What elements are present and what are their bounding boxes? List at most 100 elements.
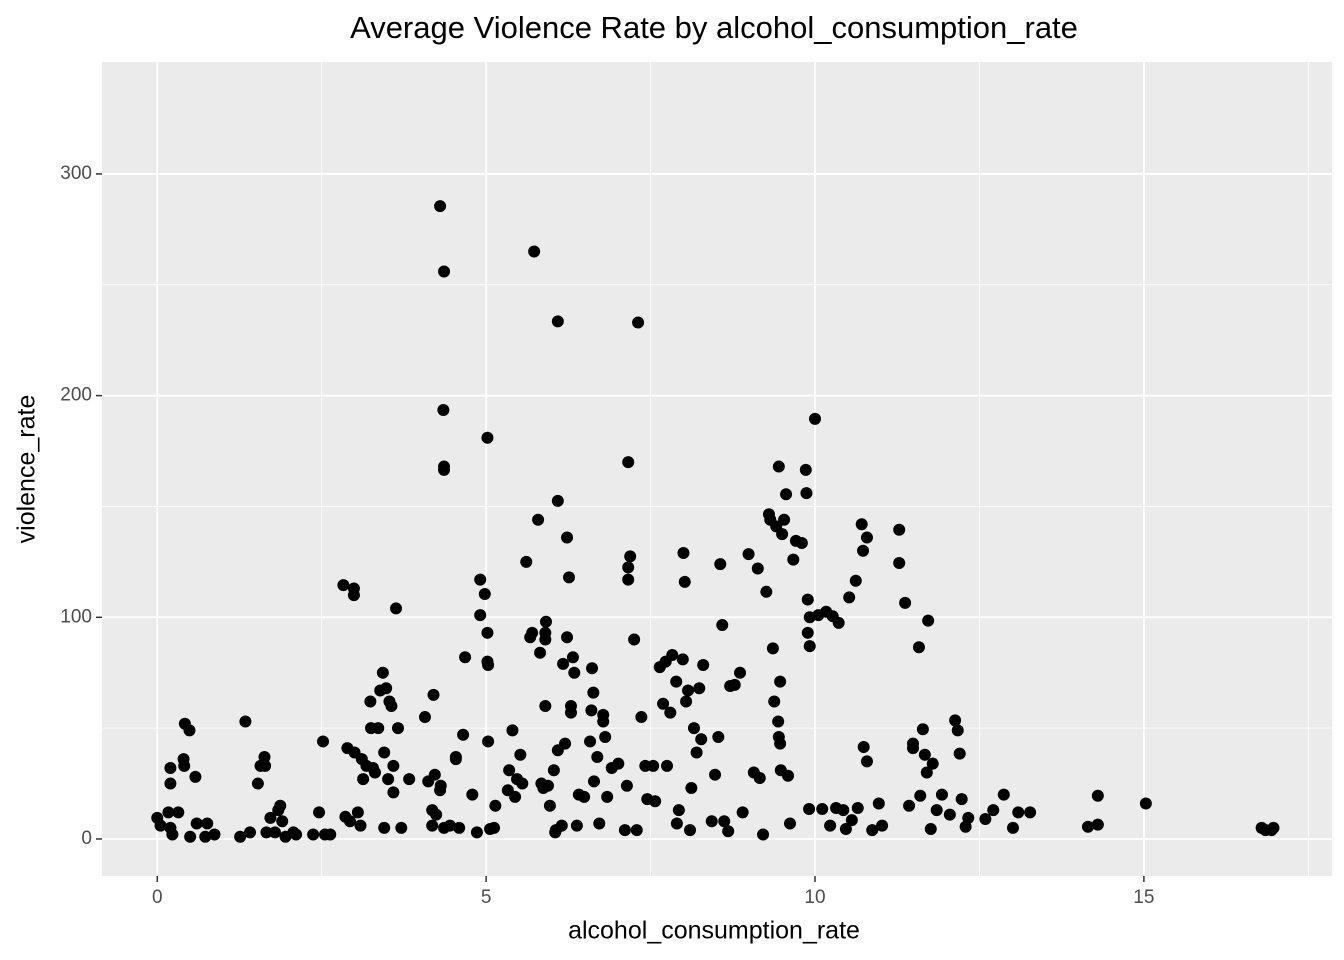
point xyxy=(184,830,197,843)
point xyxy=(564,699,577,712)
point xyxy=(357,773,370,786)
point xyxy=(782,769,795,782)
point xyxy=(666,648,679,661)
point xyxy=(489,799,502,812)
point xyxy=(987,804,1000,817)
point xyxy=(855,518,868,531)
point xyxy=(347,589,360,602)
point xyxy=(172,806,185,819)
point xyxy=(734,666,747,679)
point xyxy=(816,803,829,816)
point xyxy=(183,724,196,737)
point xyxy=(903,799,916,812)
point xyxy=(912,641,925,654)
point xyxy=(893,556,906,569)
x-tick-label: 15 xyxy=(1133,887,1154,908)
point xyxy=(520,555,533,568)
point xyxy=(757,828,770,841)
point xyxy=(385,699,398,712)
point xyxy=(166,828,179,841)
point xyxy=(676,653,689,666)
point xyxy=(506,724,519,737)
point xyxy=(578,790,591,803)
point xyxy=(728,678,741,691)
point xyxy=(438,265,451,278)
point xyxy=(801,593,814,606)
point xyxy=(776,528,789,541)
point xyxy=(368,766,381,779)
point xyxy=(259,759,272,772)
x-axis-label: alcohol_consumption_rate xyxy=(568,917,860,945)
point xyxy=(317,735,330,748)
point xyxy=(1091,818,1104,831)
point xyxy=(239,715,252,728)
point xyxy=(482,658,495,671)
point xyxy=(839,823,852,836)
y-tick-label: 0 xyxy=(81,828,92,849)
point xyxy=(866,824,879,837)
point xyxy=(778,513,791,526)
point xyxy=(697,658,710,671)
point xyxy=(337,579,350,592)
point xyxy=(930,804,943,817)
point xyxy=(258,750,271,763)
point xyxy=(876,819,889,832)
point xyxy=(593,817,606,830)
point xyxy=(378,821,391,834)
point xyxy=(1006,821,1019,834)
point xyxy=(672,804,685,817)
point xyxy=(751,562,764,575)
point xyxy=(387,759,400,772)
y-tick-label: 300 xyxy=(60,163,92,184)
point xyxy=(307,828,320,841)
point xyxy=(951,724,964,737)
point xyxy=(189,770,202,783)
point xyxy=(678,575,691,588)
point xyxy=(695,733,708,746)
point xyxy=(774,675,787,688)
point xyxy=(551,494,564,507)
point xyxy=(591,750,604,763)
x-tick-label: 10 xyxy=(804,887,825,908)
point xyxy=(832,616,845,629)
point xyxy=(563,571,576,584)
point xyxy=(418,711,431,724)
point xyxy=(760,585,773,598)
point xyxy=(276,815,289,828)
point xyxy=(774,737,787,750)
point xyxy=(872,797,885,810)
point xyxy=(647,759,660,772)
point xyxy=(1139,797,1152,810)
point xyxy=(559,737,572,750)
point xyxy=(351,806,364,819)
point xyxy=(714,558,727,571)
y-tick-label: 100 xyxy=(60,606,92,627)
point xyxy=(1012,806,1025,819)
point xyxy=(1024,806,1037,819)
point xyxy=(503,764,516,777)
point xyxy=(624,550,637,563)
point xyxy=(561,631,574,644)
point xyxy=(657,697,670,710)
point xyxy=(620,779,633,792)
point xyxy=(243,826,256,839)
point xyxy=(955,793,968,806)
point xyxy=(268,826,281,839)
point xyxy=(438,463,451,476)
point xyxy=(943,808,956,821)
point xyxy=(979,813,992,826)
point xyxy=(514,748,527,761)
point xyxy=(387,786,400,799)
point xyxy=(661,759,674,772)
point xyxy=(586,662,599,675)
point xyxy=(1267,821,1280,834)
point xyxy=(766,642,779,655)
point xyxy=(453,821,466,834)
point xyxy=(722,825,735,838)
point xyxy=(434,779,447,792)
point xyxy=(753,772,766,785)
point xyxy=(178,759,191,772)
point xyxy=(584,735,597,748)
point xyxy=(391,722,404,735)
point xyxy=(290,828,303,841)
